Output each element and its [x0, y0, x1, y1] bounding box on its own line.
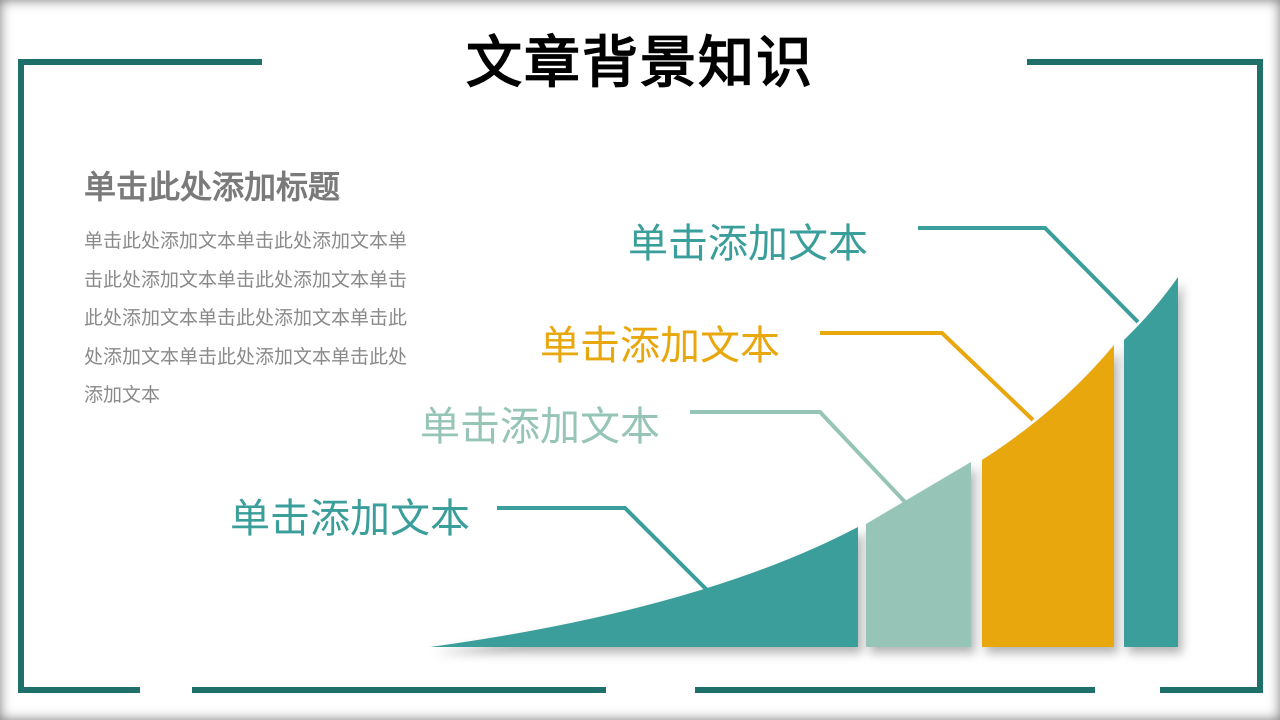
frame — [18, 59, 1263, 693]
body-text[interactable]: 单击此处添加文本单击此处添加文本单击此处添加文本单击此处添加文本单击此处添加文本… — [84, 230, 408, 406]
leader-line-3 — [820, 331, 1035, 422]
growth-curve-shape — [430, 527, 858, 647]
page-title: 文章背景知识 — [466, 30, 814, 96]
leader-line-1 — [497, 506, 709, 592]
label-3[interactable]: 单击添加文本 — [540, 323, 780, 369]
bar-teal — [1124, 277, 1178, 647]
leader-line-2 — [690, 410, 907, 504]
bar-mint — [866, 462, 971, 647]
section-heading[interactable]: 单击此处添加标题 — [84, 168, 341, 206]
leader-line-4 — [918, 226, 1140, 324]
bar-orange — [982, 345, 1114, 647]
label-4[interactable]: 单击添加文本 — [628, 221, 868, 267]
label-2[interactable]: 单击添加文本 — [420, 404, 660, 450]
label-1[interactable]: 单击添加文本 — [230, 496, 470, 542]
